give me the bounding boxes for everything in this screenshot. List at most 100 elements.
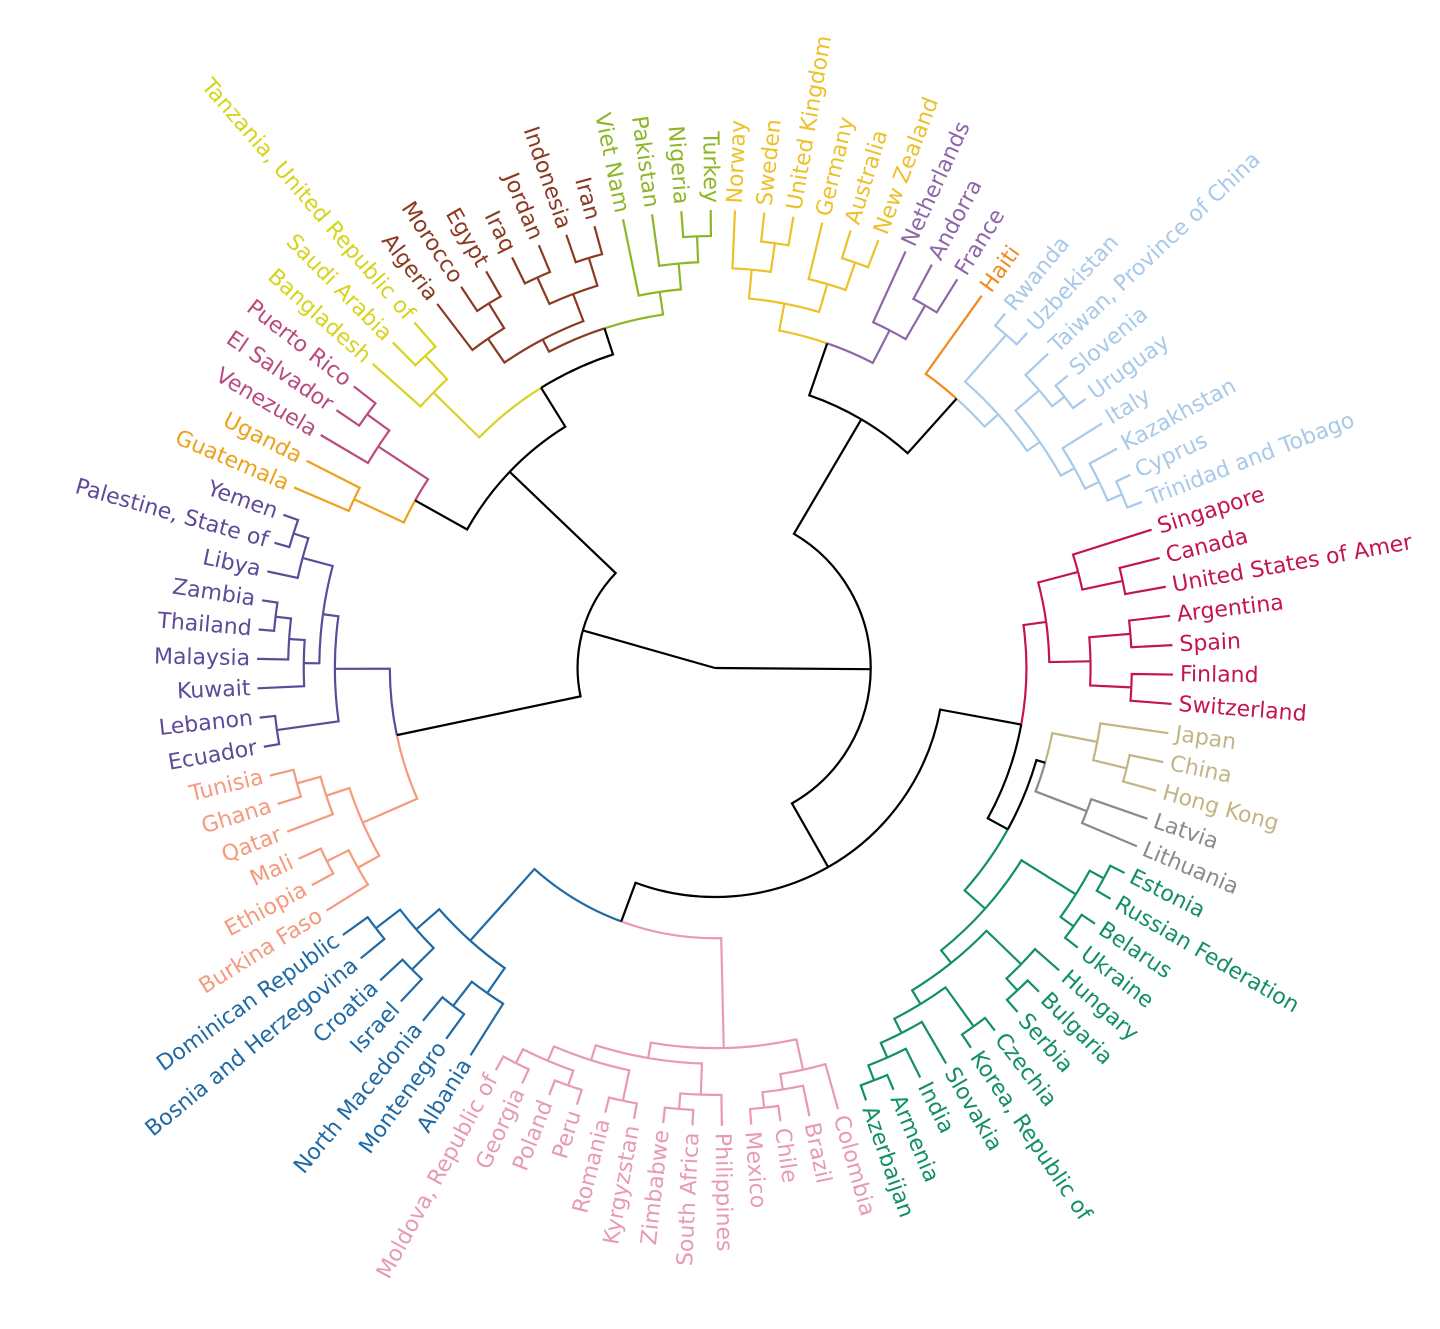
dendrogram-link <box>678 236 700 265</box>
dendrogram-link <box>604 291 665 330</box>
dendrogram-link <box>360 927 386 960</box>
dendrogram-link <box>357 822 381 869</box>
dendrogram-link <box>540 327 615 389</box>
dendrogram-link <box>445 1004 466 1040</box>
dendrogram-link <box>1023 352 1049 392</box>
dendrogram-link <box>784 283 829 314</box>
dendrogram-link <box>296 775 328 796</box>
dendrogram-link <box>276 668 340 732</box>
dendrogram-link <box>1080 810 1138 848</box>
dendrogram-link <box>422 995 454 1022</box>
dendrogram-link <box>963 334 1007 416</box>
dendrogram-link <box>911 264 933 307</box>
dendrogram-link <box>377 445 430 501</box>
leaf-label: Philippines <box>709 1133 736 1252</box>
leaf-label: Zambia <box>171 575 257 612</box>
dendrogram-link <box>567 1084 584 1106</box>
dendrogram-link <box>511 256 538 285</box>
dendrogram-links <box>257 210 1173 1126</box>
leaf-label: Spain <box>1179 629 1242 657</box>
dendrogram-link <box>1034 762 1088 813</box>
dendrogram-link <box>986 724 1023 831</box>
leaf-label: Switzerland <box>1178 692 1308 727</box>
dendrogram-link <box>659 263 683 293</box>
dendrogram-link <box>261 599 279 617</box>
dendrogram-link <box>854 239 880 269</box>
leaf-label: Sweden <box>753 118 787 207</box>
dendrogram-link <box>289 637 306 664</box>
dendrogram-link <box>955 397 999 429</box>
leaf-label: Zimbabwe <box>637 1129 675 1247</box>
dendrogram-link <box>582 629 716 670</box>
leaf-label: Malaysia <box>154 644 251 671</box>
dendrogram-link <box>662 1106 680 1124</box>
dendrogram-link <box>267 557 304 580</box>
dendrogram-link <box>508 387 567 473</box>
dendrogram-link <box>371 362 435 408</box>
dendrogram-link <box>1118 556 1160 582</box>
dendrogram-link <box>950 929 1022 965</box>
dendrogram-link <box>1072 913 1096 928</box>
leaf-label: Kuwait <box>176 676 251 704</box>
leaf-label: Finland <box>1180 662 1259 688</box>
dendrogram-link <box>731 210 752 271</box>
dendrogram-link <box>859 1079 875 1101</box>
dendrogram-link <box>919 985 975 1028</box>
dendrogram-link <box>274 533 295 549</box>
dendrogram-link <box>334 667 398 736</box>
dendrogram-link <box>542 293 585 341</box>
dendrogram-link <box>375 908 418 931</box>
dendrogram-link <box>1036 570 1079 623</box>
dendrogram-link <box>1020 620 1047 725</box>
dendrogram-link <box>997 413 1041 453</box>
dendrogram-link <box>892 1003 922 1034</box>
dendrogram-link <box>1089 661 1132 689</box>
leaf-label: Norway <box>723 120 752 204</box>
dendrogram-link <box>700 1093 723 1126</box>
dendrogram-link <box>320 434 380 465</box>
dendrogram-link <box>963 828 1009 910</box>
dendrogram-link <box>508 471 618 631</box>
dendrogram-link <box>379 958 413 982</box>
dendrogram-link <box>257 638 291 661</box>
dendrogram-link <box>840 230 856 264</box>
dendrogram-link <box>1061 422 1103 469</box>
dendrogram-link <box>723 1038 805 1070</box>
dendrogram-link <box>494 1055 517 1071</box>
dendrogram-link <box>298 847 328 862</box>
dendrogram-link <box>826 329 891 365</box>
dendrogram-link <box>871 251 907 332</box>
dendrogram-link <box>802 1062 840 1110</box>
dendrogram-link <box>751 243 776 274</box>
dendrogram-link <box>411 928 436 971</box>
dendrogram-link <box>452 980 488 1007</box>
dendrogram-link <box>860 397 958 455</box>
dendrogram-link <box>1102 864 1126 879</box>
dendrogram-link <box>547 1059 575 1086</box>
dendrogram-link <box>1006 758 1046 830</box>
dendrogram-link <box>487 302 506 340</box>
dendrogram-link <box>1121 768 1157 792</box>
dendrogram-link <box>546 1044 592 1062</box>
dendrogram-link <box>1038 441 1075 478</box>
dendrogram-link <box>807 222 828 286</box>
dendrogram-link <box>590 1059 631 1101</box>
dendrogram-link <box>487 338 544 365</box>
dendrogram-link <box>678 1107 695 1126</box>
dendrogram-link <box>436 303 489 352</box>
dendrogram-link <box>1091 741 1127 770</box>
dendrogram-link <box>485 270 503 305</box>
dendrogram-link <box>792 418 872 670</box>
dendrogram-link <box>1120 493 1143 509</box>
dendrogram-link <box>258 616 277 633</box>
dendrogram-link <box>293 486 356 513</box>
dendrogram-link <box>283 513 300 534</box>
dendrogram-link <box>590 1043 649 1061</box>
leaf-label: Turkey <box>697 130 723 203</box>
dendrogram-link <box>269 768 299 784</box>
dendrogram-link <box>827 708 1022 869</box>
dendrogram-link <box>366 413 391 448</box>
dendrogram-link <box>759 212 776 245</box>
dendrogram-link <box>257 663 306 690</box>
